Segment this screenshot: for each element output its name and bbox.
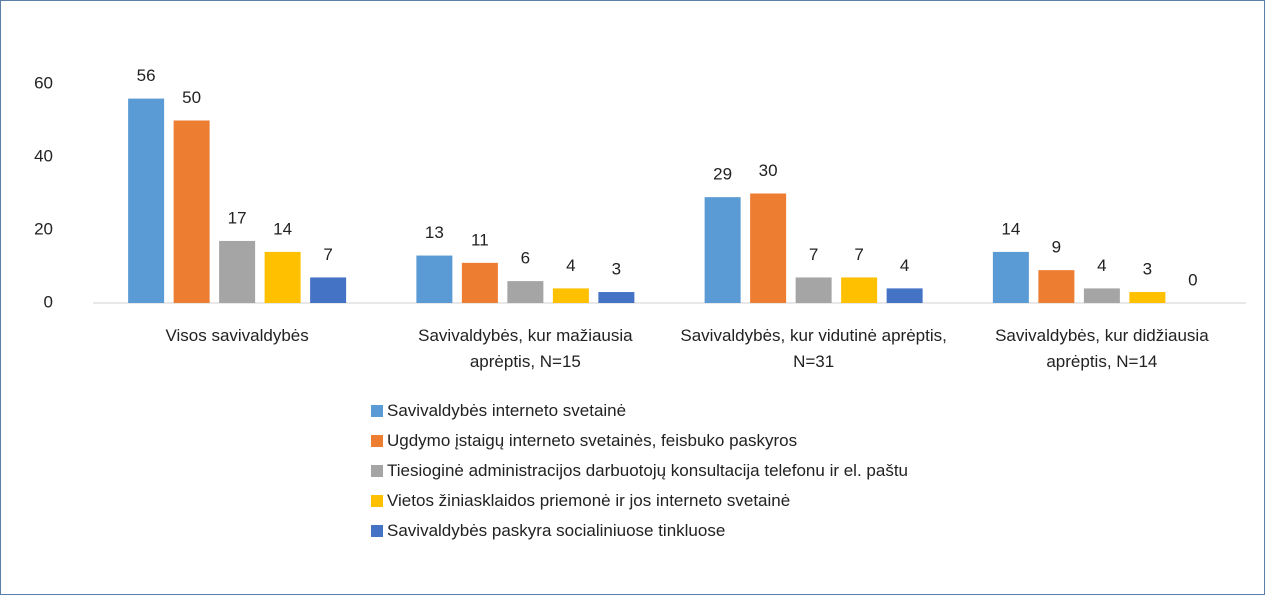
legend-item: Vietos žiniasklaidos priemonė ir jos int… [371,490,790,512]
data-label: 4 [1097,256,1106,275]
bar [598,292,635,303]
legend-item: Savivaldybės interneto svetainė [371,400,626,422]
legend-label: Ugdymo įstaigų interneto svetainės, feis… [387,431,798,450]
data-label: 50 [182,88,201,107]
data-label: 14 [1001,219,1020,238]
data-label: 0 [1188,270,1197,289]
data-label: 4 [566,256,575,275]
data-label: 30 [759,161,778,180]
data-label: 17 [228,208,247,227]
y-tick-label: 20 [34,219,53,238]
bar [992,251,1029,303]
bar [886,288,923,303]
y-tick-label: 0 [44,292,53,311]
data-label: 11 [471,230,489,249]
legend-swatch [371,495,383,507]
legend-item: Tiesioginė administracijos darbuotojų ko… [371,460,908,482]
legend-label: Vietos žiniasklaidos priemonė ir jos int… [387,491,791,510]
bar [310,277,347,303]
data-label: 3 [1143,260,1152,279]
y-tick-label: 40 [34,146,53,165]
bar [1038,270,1075,303]
bar [1083,288,1120,303]
bar [264,251,301,303]
legend-label: Savivaldybės paskyra socialiniuose tinkl… [387,521,726,540]
data-label: 4 [900,256,909,275]
data-label: 29 [713,165,732,184]
legend-swatch [371,405,383,417]
legend-swatch [371,525,383,537]
bar [461,262,498,303]
legend-label: Savivaldybės interneto svetainė [387,401,627,420]
x-tick-label: Savivaldybės, kur didžiausia aprėptis, N… [995,326,1209,371]
data-label: 6 [521,249,530,268]
bar [1129,292,1166,303]
data-label: 14 [273,219,292,238]
bar [416,255,453,303]
y-tick-label: 60 [34,73,53,92]
data-label: 7 [854,245,863,264]
data-label: 3 [612,260,621,279]
bar [507,281,544,303]
legend-swatch [371,465,383,477]
legend-item: Savivaldybės paskyra socialiniuose tinkl… [371,520,725,542]
data-label: 56 [137,66,156,85]
data-label: 7 [323,245,332,264]
x-tick-label: Savivaldybės, kur mažiausia aprėptis, N=… [418,326,633,371]
bar [841,277,878,303]
x-tick-label: Visos savivaldybės [165,326,309,345]
data-label: 9 [1052,238,1061,257]
legend-label: Tiesioginė administracijos darbuotojų ko… [387,461,908,480]
legend-item: Ugdymo įstaigų interneto svetainės, feis… [371,430,797,452]
bar [128,98,165,303]
x-tick-label: Savivaldybės, kur vidutinė aprėptis, N=3… [680,326,947,371]
bar [173,120,210,303]
bar [219,240,256,303]
bar [750,193,787,303]
bar [795,277,832,303]
data-label: 13 [425,223,444,242]
legend-swatch [371,435,383,447]
bar [704,197,741,303]
data-label: 7 [809,245,818,264]
bar [552,288,589,303]
